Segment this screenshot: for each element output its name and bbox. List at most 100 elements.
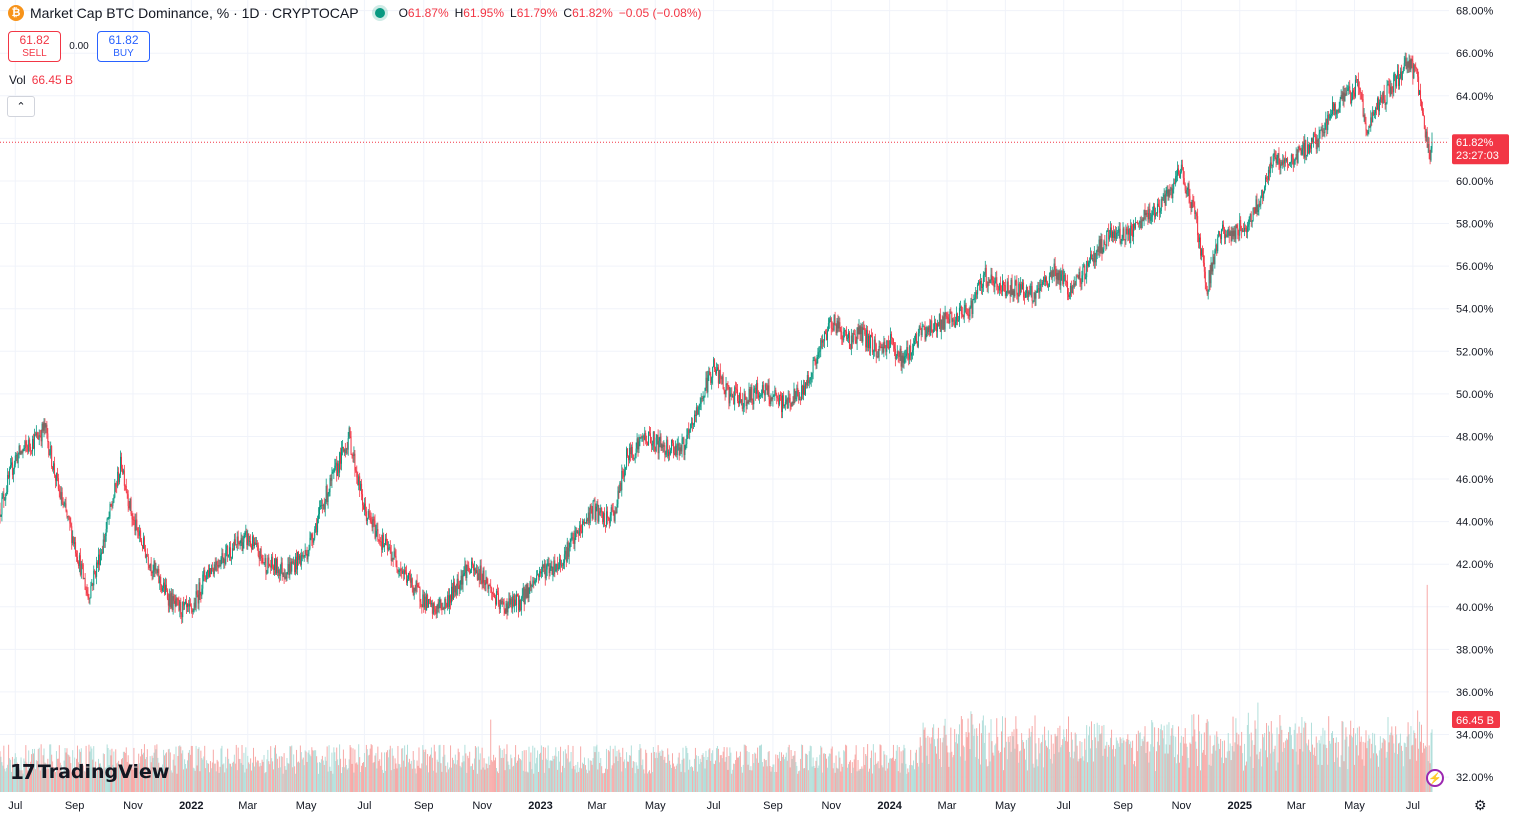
volume-bar [701, 754, 703, 792]
candle-body [44, 422, 46, 428]
volume-bar [1162, 738, 1164, 792]
volume-bar [388, 749, 390, 792]
volume-bar [1354, 764, 1356, 792]
candle-body [12, 469, 14, 475]
volume-bar [1217, 736, 1219, 792]
tradingview-logo[interactable]: 17 TradingView [10, 760, 169, 784]
volume-bar [786, 760, 788, 792]
buy-button[interactable]: 61.82 BUY [97, 31, 150, 62]
candle-body [378, 539, 380, 542]
candle-body [642, 435, 644, 438]
candle-body [1152, 210, 1154, 215]
volume-bar [469, 751, 471, 792]
candle-body [340, 452, 342, 464]
volume-legend[interactable]: Vol 66.45 B [9, 73, 73, 87]
volume-bar [144, 759, 146, 792]
volume-bar [1134, 761, 1136, 792]
sell-button[interactable]: 61.82 SELL [8, 31, 61, 62]
candle-body [1391, 86, 1393, 89]
candle-body [1177, 168, 1179, 176]
candle-body [1065, 275, 1067, 282]
volume-bar [860, 768, 862, 792]
candle-body [34, 434, 36, 436]
candle-body [208, 568, 210, 577]
candle-body [433, 603, 435, 609]
volume-bar [1197, 766, 1199, 792]
lightning-icon[interactable]: ⚡ [1426, 769, 1444, 787]
candle-body [129, 498, 131, 509]
candle-body [978, 281, 980, 285]
volume-bar [979, 764, 981, 792]
volume-bar [815, 760, 817, 792]
volume-bar [408, 758, 410, 792]
candle-body [957, 313, 959, 322]
y-tick-label: 34.00% [1456, 730, 1494, 742]
volume-bar [1338, 766, 1340, 792]
volume-bar [584, 765, 586, 792]
candle-body [366, 517, 368, 521]
candle-body [835, 324, 837, 334]
candle-body [763, 392, 765, 396]
volume-bar [97, 769, 99, 792]
candle-body [1320, 129, 1322, 131]
candle-body [777, 397, 779, 399]
candle-body [389, 547, 391, 552]
candle-body [1090, 254, 1092, 260]
candle-body [1156, 203, 1158, 214]
volume-bar [1120, 738, 1122, 792]
volume-bar [943, 725, 945, 792]
volume-bar [1119, 737, 1121, 792]
volume-bar [197, 748, 199, 792]
candle-body [1227, 229, 1229, 236]
candle-body [670, 450, 672, 455]
volume-bar [928, 764, 930, 792]
volume-bar [1081, 742, 1083, 792]
volume-bar [235, 744, 237, 792]
volume-bar [583, 757, 585, 792]
candle-body [541, 564, 543, 572]
volume-bar [474, 746, 476, 792]
candle-body [953, 319, 955, 321]
volume-bar [894, 758, 896, 792]
chevron-up-icon[interactable]: ⌃ [7, 96, 35, 117]
candle-body [826, 330, 828, 340]
volume-bar [1280, 725, 1282, 792]
volume-bar [582, 762, 584, 792]
volume-bar [62, 772, 64, 792]
volume-bar [835, 755, 837, 792]
volume-bar [132, 769, 134, 792]
candle-body [1386, 84, 1388, 103]
volume-bar [713, 763, 715, 792]
volume-bar [239, 758, 241, 792]
volume-bar [1105, 745, 1107, 792]
volume-bar [211, 762, 213, 792]
volume-bar [384, 752, 386, 792]
volume-bar [680, 771, 682, 792]
volume-bar [171, 772, 173, 792]
candle-body [73, 536, 75, 544]
volume-bar [823, 753, 825, 792]
symbol-title[interactable]: Market Cap BTC Dominance, % · 1D · CRYPT… [30, 5, 359, 21]
volume-bar [439, 744, 441, 792]
candle-body [1258, 203, 1260, 211]
market-status-icon[interactable] [374, 8, 385, 18]
volume-bar [391, 748, 393, 792]
volume-bar [957, 734, 959, 792]
candle-body [845, 330, 847, 332]
candle-body [902, 355, 904, 363]
volume-bar [1220, 738, 1222, 792]
candle-body [484, 582, 486, 585]
candle-body [386, 540, 388, 550]
candle-body [1210, 262, 1212, 284]
volume-bar [1052, 743, 1054, 792]
gear-icon[interactable]: ⚙ [1474, 797, 1487, 813]
candle-body [32, 438, 34, 449]
volume-bar [57, 758, 59, 792]
volume-tag-value: 66.45 B [1456, 715, 1494, 727]
volume-bar [877, 761, 879, 792]
volume-bar [810, 746, 812, 792]
candle-body [672, 442, 674, 454]
candle-body [1191, 199, 1193, 209]
volume-bar [113, 751, 115, 792]
